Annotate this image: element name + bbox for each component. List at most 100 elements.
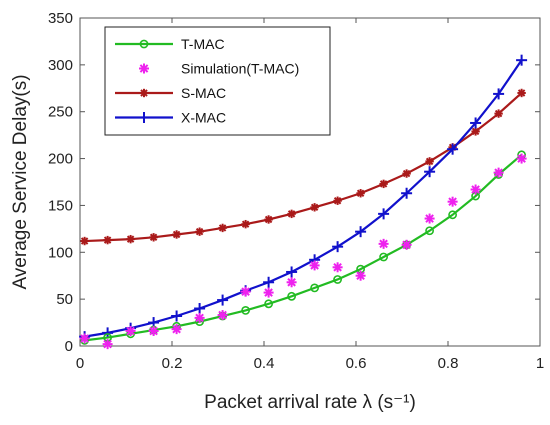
asterisk-stroke <box>126 326 135 336</box>
data-point <box>448 210 457 220</box>
asterisk-stroke <box>494 168 503 177</box>
data-point <box>102 339 113 350</box>
data-point <box>470 117 482 129</box>
asterisk-stroke <box>126 235 135 243</box>
asterisk-stroke <box>402 169 411 178</box>
data-point <box>80 236 89 246</box>
data-point <box>263 287 274 298</box>
x-tick-label: 0 <box>76 355 84 372</box>
y-tick-label: 0 <box>65 338 73 355</box>
y-tick-label: 350 <box>48 10 73 27</box>
legend: T-MAC Simulation(T-MAC) S-MAC X-MAC <box>104 26 331 136</box>
legend-item: T-MAC <box>115 36 225 52</box>
legend-marker <box>138 112 150 123</box>
data-point <box>103 235 112 245</box>
x-tick-label: 0.8 <box>438 355 459 372</box>
data-point <box>149 233 158 242</box>
data-point <box>332 262 343 273</box>
y-tick-label: 100 <box>48 244 73 261</box>
data-point <box>195 227 204 236</box>
legend-marker <box>139 88 149 98</box>
data-point <box>171 324 182 335</box>
asterisk-stroke <box>218 224 227 232</box>
asterisk-stroke <box>149 233 158 242</box>
asterisk-stroke <box>425 214 434 223</box>
asterisk-stroke <box>172 324 181 334</box>
data-point <box>517 88 526 98</box>
x-tick-label: 1 <box>536 355 544 372</box>
asterisk-stroke <box>287 210 296 218</box>
legend-item: Simulation(T-MAC) <box>139 61 299 77</box>
data-point <box>516 54 528 66</box>
legend-item: S-MAC <box>115 85 226 101</box>
data-point <box>309 260 320 271</box>
legend-marker <box>139 63 149 74</box>
asterisk-stroke <box>471 127 480 136</box>
asterisk-stroke <box>80 237 89 245</box>
data-point <box>356 189 365 198</box>
data-point <box>355 226 367 238</box>
data-point <box>287 291 296 301</box>
asterisk-stroke <box>356 189 365 197</box>
asterisk-stroke <box>195 227 204 236</box>
data-point <box>470 184 481 195</box>
asterisk-stroke <box>195 313 204 323</box>
data-point <box>471 127 480 136</box>
legend-label: S-MAC <box>181 85 226 101</box>
asterisk-stroke <box>218 310 227 320</box>
asterisk-stroke <box>139 64 149 73</box>
asterisk-stroke <box>149 326 158 336</box>
asterisk-stroke <box>287 277 296 287</box>
data-point <box>125 326 136 337</box>
data-point <box>378 208 390 220</box>
asterisk-stroke <box>103 339 112 349</box>
data-point <box>171 310 183 322</box>
data-point <box>286 277 297 288</box>
x-tick-label: 0.6 <box>346 355 367 372</box>
data-point <box>447 143 459 155</box>
data-point <box>425 226 434 236</box>
y-tick-label: 200 <box>48 151 73 168</box>
legend-label: Simulation(T-MAC) <box>181 61 299 77</box>
asterisk-stroke <box>310 203 319 212</box>
data-point <box>494 109 503 118</box>
asterisk-stroke <box>448 197 457 206</box>
data-point <box>424 213 435 224</box>
data-point <box>241 219 250 229</box>
data-point <box>240 286 251 297</box>
legend-label: X-MAC <box>181 110 226 126</box>
data-point <box>217 294 229 306</box>
data-point <box>264 299 273 309</box>
series-layer <box>79 54 528 350</box>
asterisk-stroke <box>356 271 365 281</box>
data-point <box>402 169 411 178</box>
axes: 0 0.2 0.4 0.6 0.8 1 0 50 100 150 200 250 300 350 <box>48 10 544 372</box>
data-point <box>379 179 388 189</box>
data-point <box>493 167 504 178</box>
data-point <box>241 305 250 315</box>
data-point <box>447 196 458 207</box>
data-point <box>333 196 342 205</box>
data-point <box>194 312 205 323</box>
asterisk-stroke <box>517 154 526 163</box>
asterisk-stroke <box>402 240 411 250</box>
legend-label: T-MAC <box>181 36 225 52</box>
data-point <box>355 270 366 281</box>
data-point <box>378 238 389 249</box>
y-tick-label: 250 <box>48 104 73 121</box>
data-point <box>310 203 319 212</box>
asterisk-stroke <box>241 220 250 228</box>
asterisk-stroke <box>310 261 319 270</box>
data-point <box>79 333 90 344</box>
data-point <box>310 283 319 293</box>
data-point <box>424 166 436 178</box>
asterisk-stroke <box>471 185 480 194</box>
data-point <box>401 239 412 250</box>
legend-item: X-MAC <box>115 110 226 126</box>
asterisk-stroke <box>103 236 112 244</box>
x-axis-title: Packet arrival rate λ (s⁻¹) <box>204 392 416 413</box>
y-tick-label: 150 <box>48 197 73 214</box>
y-tick-label: 300 <box>48 57 73 74</box>
data-point <box>126 234 135 244</box>
